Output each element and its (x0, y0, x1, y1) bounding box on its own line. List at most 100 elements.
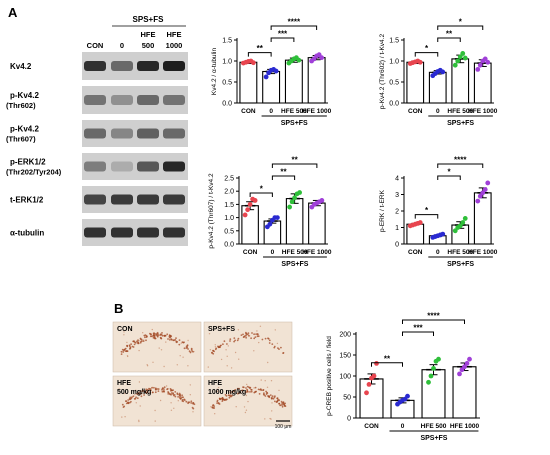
stained-cell (246, 388, 249, 391)
stained-cell (234, 339, 237, 342)
stained-cell (216, 390, 219, 392)
stained-cell (138, 419, 140, 421)
stained-cell (267, 361, 269, 364)
stained-cell (226, 398, 228, 401)
blot-band (163, 194, 185, 205)
data-point (426, 379, 431, 385)
data-point (319, 55, 325, 61)
blot-band (84, 161, 106, 172)
stained-cell (124, 392, 126, 395)
blot-band (137, 194, 159, 205)
blot-group-header: SPS+FS (133, 15, 165, 24)
data-point (250, 60, 256, 66)
significance-label: **** (427, 312, 440, 321)
stained-cell (130, 400, 132, 403)
stained-cell (178, 343, 181, 346)
stained-cell (187, 365, 189, 367)
stained-cell (161, 388, 163, 391)
y-tick-label: 0.5 (224, 228, 234, 235)
blot-band (111, 95, 133, 105)
stained-cell (233, 340, 236, 343)
y-tick-label: 3 (395, 192, 399, 199)
stained-cell (258, 393, 261, 395)
stained-cell (214, 346, 217, 348)
stained-cell (170, 338, 173, 341)
y-tick-label: 50 (343, 395, 351, 402)
blot-band (111, 161, 133, 172)
stained-cell (181, 341, 184, 344)
group-label: SPS+FS (447, 261, 474, 268)
stained-cell (170, 409, 173, 411)
stained-cell (229, 340, 231, 342)
stained-cell (157, 390, 160, 392)
y-tick-label: 2.5 (224, 176, 234, 183)
stained-cell (177, 400, 179, 402)
stained-cell (257, 335, 259, 338)
bar (406, 61, 425, 104)
stained-cell (231, 391, 234, 393)
tissue-label: HFE (208, 380, 222, 387)
data-point (252, 198, 258, 203)
stained-cell (172, 392, 175, 395)
blot-column-label: 500 (142, 41, 155, 50)
group-label: SPS+FS (447, 120, 474, 127)
stained-cell (167, 393, 170, 395)
stained-cell (189, 394, 191, 396)
stained-cell (152, 334, 155, 336)
stained-cell (276, 397, 279, 400)
data-point (247, 202, 253, 207)
stained-cell (245, 391, 247, 394)
chart-pkv42-thr602: 0.0 0.5 1.0 1.5p-Kv4.2 (Thr602) / t-Kv4.2 CO… (379, 18, 498, 128)
stained-cell (270, 380, 273, 382)
stained-cell (181, 394, 184, 397)
stained-cell (273, 345, 276, 348)
data-point (475, 67, 481, 72)
stained-cell (183, 347, 186, 350)
data-point (371, 373, 377, 379)
significance-bracket (437, 37, 461, 42)
stained-cell (159, 399, 162, 402)
stained-cell (281, 404, 284, 406)
stained-cell (246, 385, 249, 388)
stained-cell (124, 350, 127, 352)
stained-cell (154, 409, 156, 412)
stained-cell (137, 341, 139, 344)
data-point (462, 364, 467, 370)
stained-cell (243, 406, 246, 408)
significance-bracket (247, 52, 272, 57)
data-point (440, 231, 446, 237)
stained-cell (213, 350, 216, 353)
stained-cell (125, 400, 127, 402)
stained-cell (268, 342, 271, 344)
group-label: SPS+FS (281, 120, 308, 127)
stained-cell (149, 391, 152, 394)
stained-cell (174, 395, 177, 398)
stained-cell (233, 390, 235, 393)
stained-cell (225, 349, 227, 351)
stained-cell (170, 335, 173, 337)
data-point (462, 216, 468, 221)
data-point (242, 212, 248, 218)
y-tick-label: 1.5 (224, 202, 234, 209)
data-point (417, 59, 423, 65)
blot-column-label: CON (87, 41, 104, 50)
stained-cell (179, 395, 182, 398)
stained-cell (123, 334, 125, 336)
x-tick-label: HFE 1000 (468, 108, 498, 115)
significance-label: * (459, 18, 463, 27)
blot-band (111, 128, 133, 139)
stained-cell (278, 389, 280, 392)
stained-cell (217, 386, 220, 389)
data-point (477, 62, 483, 68)
stained-cell (187, 348, 190, 350)
stained-cell (138, 381, 141, 383)
blot-row-sublabel: (Thr607) (6, 135, 36, 144)
data-point (460, 51, 466, 56)
stained-cell (217, 345, 219, 348)
stained-cell (208, 326, 210, 328)
stained-cell (138, 393, 141, 396)
stained-cell (148, 387, 150, 390)
stained-cell (250, 388, 253, 391)
stained-cell (269, 417, 271, 420)
stained-cell (144, 391, 147, 393)
